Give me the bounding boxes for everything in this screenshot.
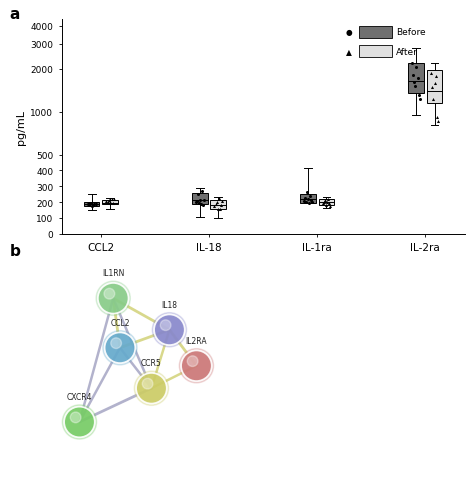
- Circle shape: [160, 320, 171, 331]
- Circle shape: [136, 373, 167, 404]
- PathPatch shape: [408, 64, 424, 94]
- Text: CXCR4: CXCR4: [67, 392, 92, 401]
- Text: b: b: [9, 244, 20, 259]
- PathPatch shape: [210, 201, 226, 210]
- Circle shape: [64, 407, 95, 437]
- Text: ▲: ▲: [346, 48, 352, 57]
- Circle shape: [152, 313, 187, 347]
- Circle shape: [179, 349, 214, 383]
- Text: ●: ●: [346, 28, 353, 37]
- PathPatch shape: [319, 200, 334, 205]
- Circle shape: [62, 405, 97, 439]
- PathPatch shape: [300, 195, 316, 203]
- Circle shape: [98, 284, 128, 314]
- Circle shape: [70, 412, 81, 423]
- Text: a: a: [9, 7, 19, 21]
- Text: IL18: IL18: [162, 300, 177, 309]
- Text: IL2RA: IL2RA: [186, 336, 207, 345]
- Y-axis label: pg/mL: pg/mL: [16, 109, 26, 144]
- Text: IL1RN: IL1RN: [102, 269, 124, 278]
- Circle shape: [187, 356, 198, 367]
- Circle shape: [142, 379, 153, 389]
- PathPatch shape: [102, 201, 118, 205]
- Text: Before: Before: [396, 28, 426, 37]
- Circle shape: [134, 371, 169, 406]
- Circle shape: [181, 351, 212, 381]
- PathPatch shape: [427, 71, 442, 104]
- Circle shape: [111, 338, 121, 349]
- Text: CCL2: CCL2: [110, 318, 130, 327]
- Circle shape: [154, 315, 185, 346]
- Circle shape: [104, 289, 115, 300]
- Circle shape: [103, 331, 137, 365]
- Circle shape: [105, 333, 135, 363]
- PathPatch shape: [84, 203, 100, 206]
- Text: CCR5: CCR5: [141, 359, 162, 367]
- PathPatch shape: [192, 193, 208, 205]
- Text: After: After: [396, 48, 418, 57]
- Circle shape: [96, 282, 130, 316]
